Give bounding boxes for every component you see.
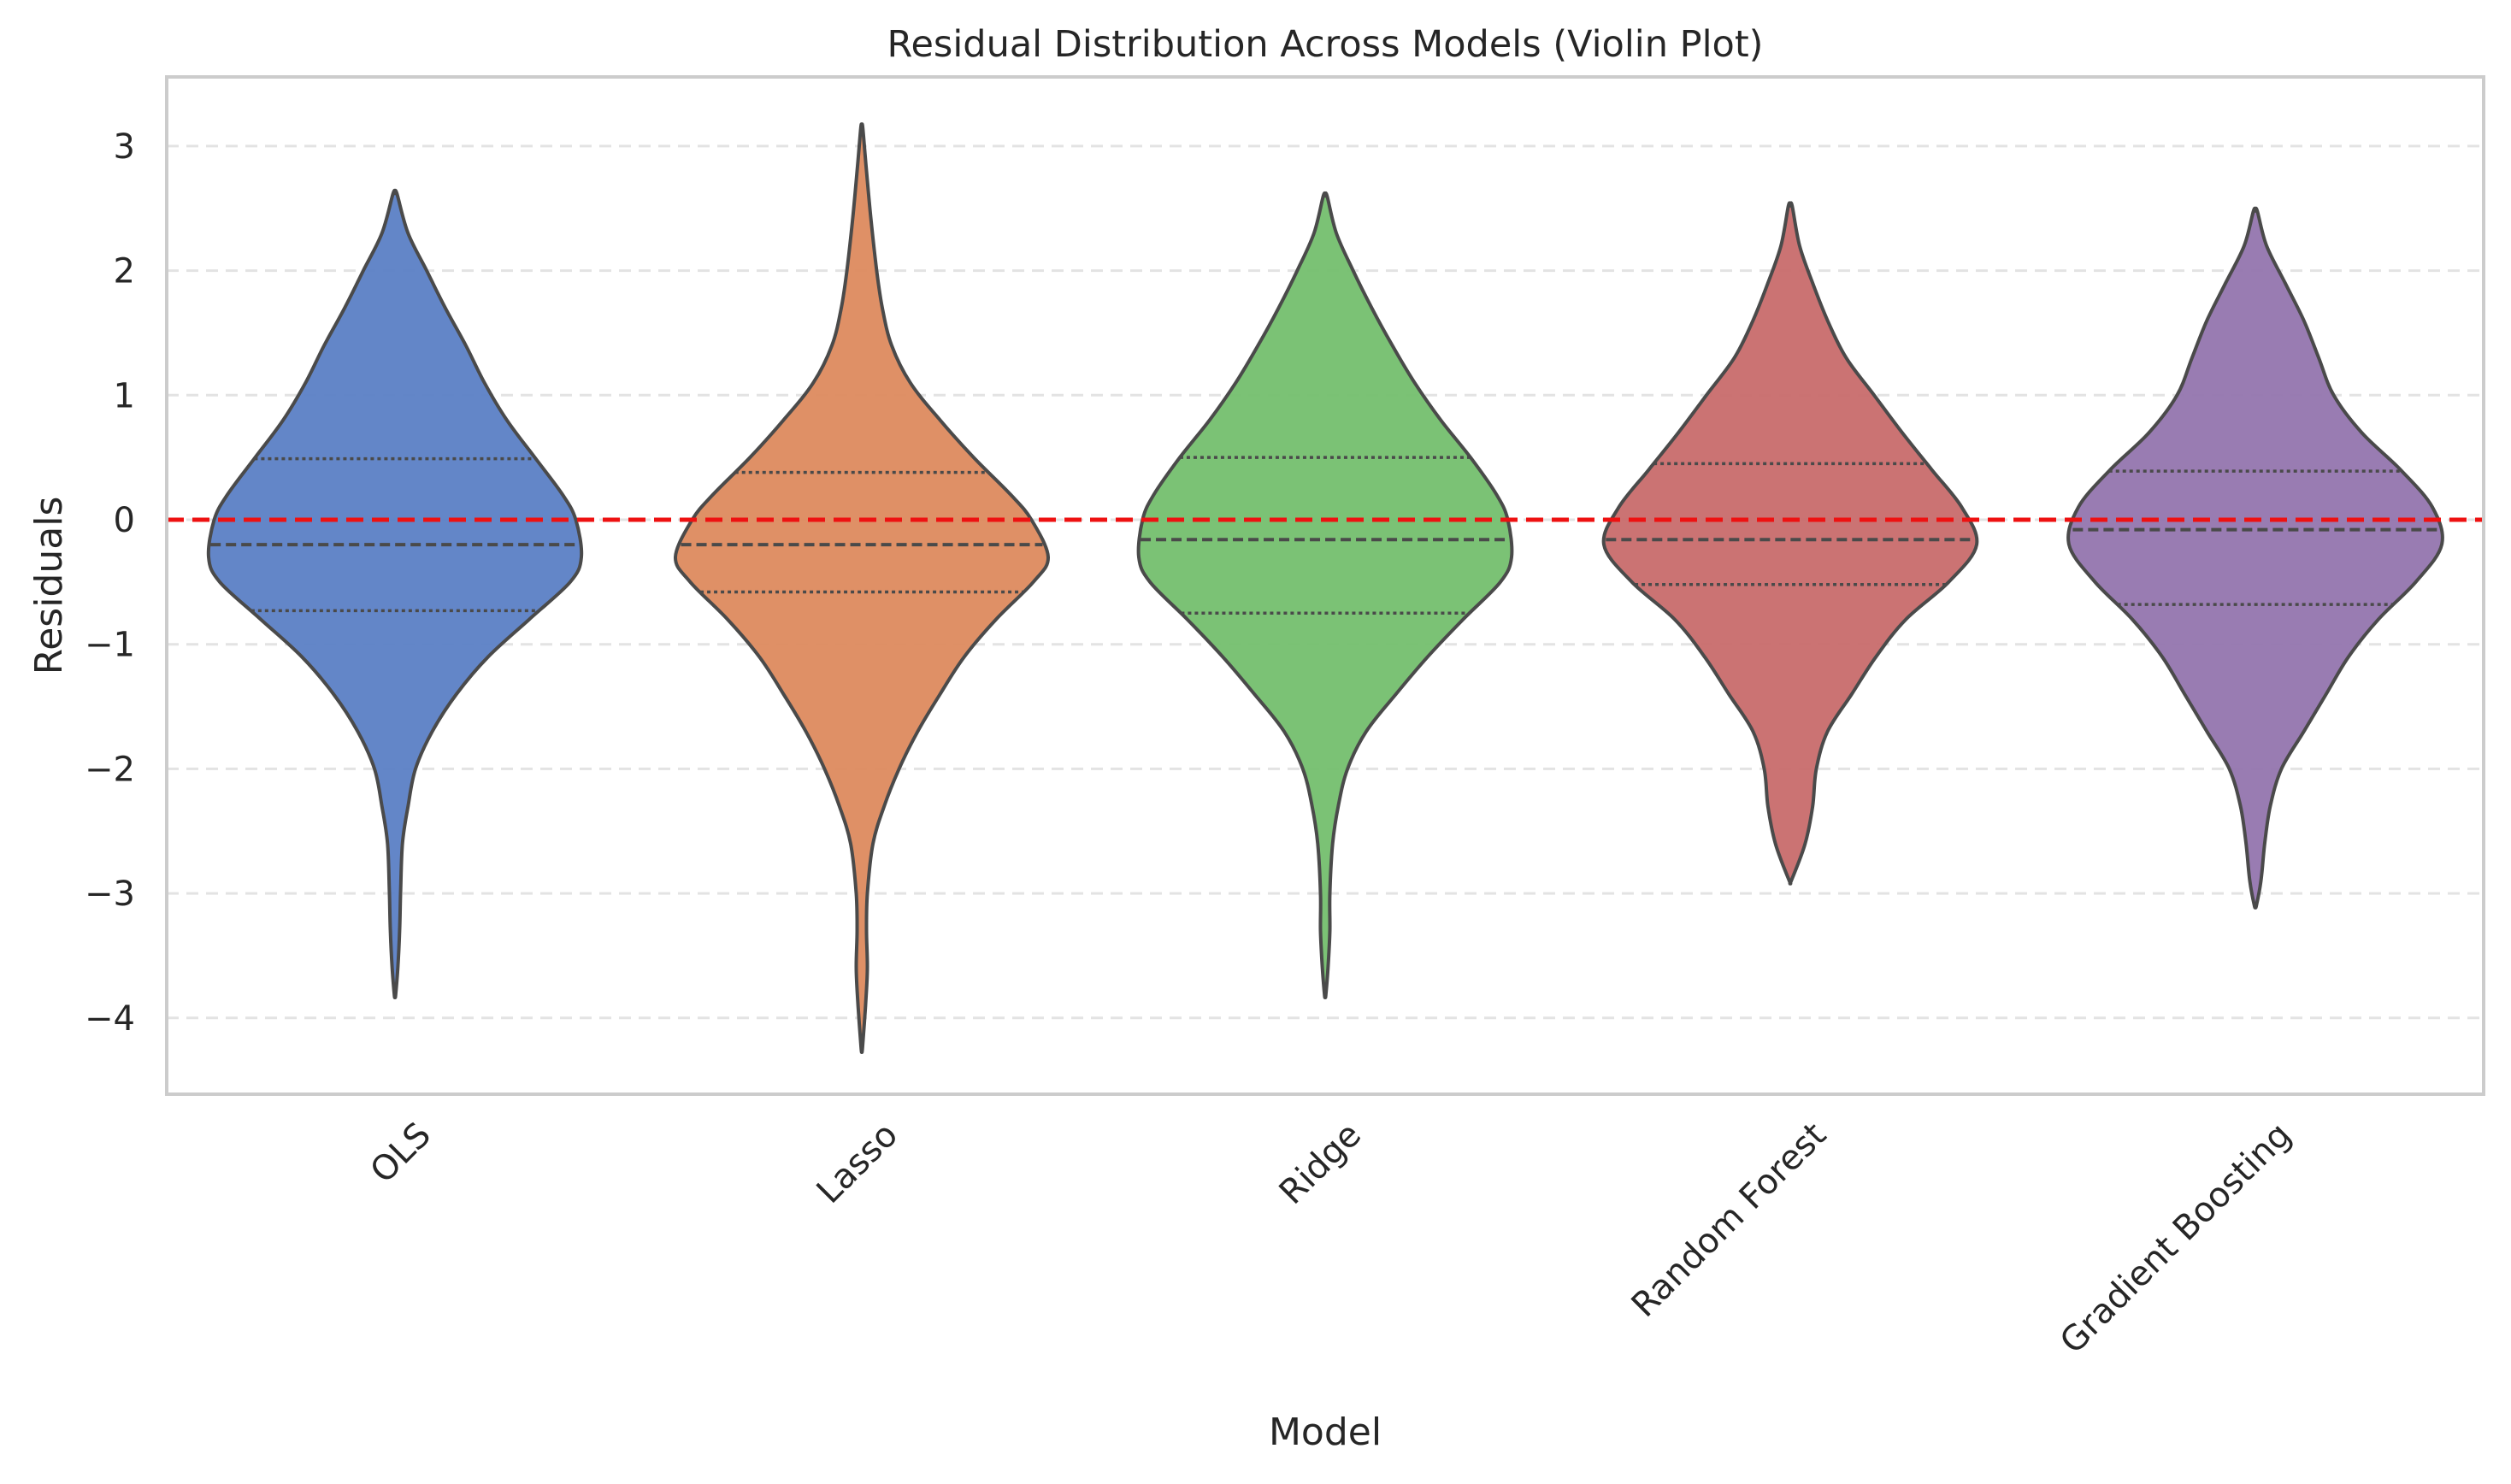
- violin-ols: [206, 188, 584, 999]
- violin-ridge: [1136, 191, 1514, 999]
- y-tick-label: −3: [85, 874, 135, 914]
- violin-random-forest: [1601, 201, 1979, 886]
- y-tick-labels: 3 2 1 0 −1 −2 −3 −4: [85, 127, 135, 1039]
- y-tick-label: 1: [114, 376, 135, 415]
- x-axis-label: Model: [1269, 1410, 1382, 1454]
- y-tick-label: 2: [114, 252, 135, 292]
- y-tick-label: 3: [114, 127, 135, 167]
- y-tick-label: −4: [85, 999, 135, 1039]
- y-tick-label: 0: [114, 501, 135, 540]
- violin-body: [673, 122, 1051, 1054]
- y-tick-label: −2: [85, 750, 135, 789]
- violin-lasso: [673, 122, 1051, 1054]
- violin-body: [1601, 201, 1979, 886]
- plot-frame: [165, 75, 2485, 1096]
- chart-title: Residual Distribution Across Models (Vio…: [887, 23, 1764, 66]
- violin-body: [2066, 206, 2444, 910]
- violins: [206, 122, 2444, 1054]
- violin-gradient-boosting: [2066, 206, 2444, 910]
- y-axis-label: Residuals: [27, 497, 71, 675]
- y-tick-label: −1: [85, 626, 135, 665]
